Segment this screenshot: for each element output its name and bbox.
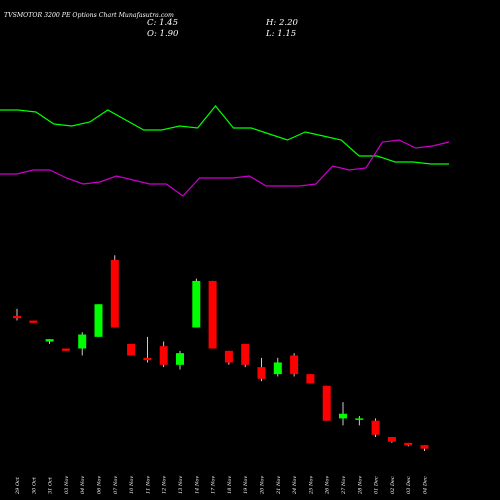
- x-tick-label: 04 Dec: [423, 476, 429, 494]
- candle: [94, 304, 103, 337]
- x-tick-label: 21 Nov: [276, 476, 282, 495]
- candle-body-down: [110, 259, 119, 328]
- candle: [371, 418, 380, 438]
- x-tick-label: 03 Nov: [64, 476, 70, 494]
- x-tick-label: 01 Dec: [374, 476, 380, 494]
- candle-body-up: [192, 280, 201, 328]
- candle-body-down: [127, 343, 136, 356]
- x-tick-label: 12 Nov: [162, 476, 168, 494]
- candle: [61, 348, 70, 351]
- candle-body-up: [176, 353, 184, 365]
- x-tick-label: 27 Nov: [341, 476, 347, 495]
- x-tick-label: 30 Oct: [31, 476, 37, 494]
- candle: [273, 357, 282, 377]
- x-tick-label: 06 Nov: [97, 476, 103, 494]
- x-tick-label: 29 Oct: [15, 476, 21, 495]
- x-tick-label: 25 Nov: [308, 476, 314, 495]
- x-tick-label: 07 Nov: [113, 476, 119, 494]
- candle-body-up: [355, 418, 364, 420]
- x-tick-label: 19 Nov: [243, 476, 249, 494]
- x-tick-label: 18 Nov: [227, 476, 233, 494]
- candle: [127, 343, 136, 356]
- candle: [13, 308, 21, 321]
- candle-body-down: [61, 348, 70, 351]
- candle-body-up: [78, 334, 87, 349]
- x-tick-label: 04 Nov: [80, 476, 86, 494]
- candle-body-down: [404, 442, 413, 446]
- candle: [306, 374, 315, 384]
- candle: [322, 385, 331, 421]
- x-tick-label: 13 Nov: [178, 476, 184, 494]
- open-value: O: 1.90: [147, 29, 179, 39]
- x-tick-label: 20 Nov: [260, 476, 266, 495]
- candle: [387, 437, 396, 443]
- candle-body-up: [45, 339, 54, 342]
- candle: [290, 353, 299, 377]
- candle: [110, 255, 119, 328]
- candle: [339, 402, 347, 426]
- overlay-line-green: [0, 105, 449, 165]
- candle: [143, 336, 152, 363]
- chart-title: TVSMOTOR 3200 PE Options Chart Munafasut…: [4, 12, 174, 19]
- close-value: C: 1.45: [147, 18, 178, 28]
- x-tick-label: 28 Nov: [357, 476, 363, 495]
- x-tick-label: 11 Nov: [145, 476, 151, 494]
- candle: [241, 343, 250, 368]
- candle: [159, 341, 168, 368]
- x-tick-label: 26 Nov: [325, 476, 331, 495]
- candle: [78, 332, 87, 356]
- x-tick-label: 31 Oct: [48, 476, 54, 494]
- overlay-line-magenta: [0, 139, 450, 197]
- x-tick-label: 17 Nov: [211, 476, 217, 494]
- x-tick-label: 24 Nov: [292, 476, 298, 495]
- candle-body-down: [290, 355, 299, 375]
- candle: [355, 416, 364, 426]
- candle-body-down: [420, 445, 429, 449]
- candle: [420, 445, 429, 452]
- x-axis-ticks: 29 Oct 30 Oct 31 Oct 03 Nov 04 Nov 06 Nov 07 N…: [15, 476, 429, 495]
- candle: [404, 442, 413, 447]
- candle-body-down: [371, 420, 380, 435]
- candle-body-down: [224, 350, 233, 363]
- x-tick-label: 10 Nov: [129, 476, 135, 494]
- candle: [192, 278, 201, 328]
- candle: [224, 350, 233, 365]
- candle: [45, 339, 54, 344]
- candle-body-down: [159, 346, 168, 365]
- candle-body-down: [208, 280, 217, 349]
- overlay-lines: [0, 105, 450, 197]
- low-value: L: 1.15: [265, 29, 296, 39]
- x-tick-label: 14 Nov: [194, 476, 200, 494]
- candle: [257, 357, 266, 382]
- candle-body-up: [94, 304, 103, 337]
- candle-body-down: [306, 374, 315, 384]
- high-value: H: 2.20: [265, 18, 298, 28]
- candle-body-down: [257, 367, 266, 379]
- candle-body-down: [241, 343, 250, 365]
- x-tick-label: 02 Dec: [390, 476, 396, 494]
- candle-body-down: [143, 357, 152, 361]
- candle: [29, 320, 38, 323]
- candle-body-down: [13, 315, 21, 319]
- candle-body-down: [29, 320, 38, 323]
- candle: [208, 280, 217, 349]
- candle-body-down: [387, 437, 396, 442]
- candle-body-up: [273, 362, 282, 375]
- candle-body-down: [322, 385, 331, 421]
- candle: [176, 350, 184, 370]
- x-tick-label: 03 Dec: [406, 476, 412, 494]
- candles: [13, 255, 429, 452]
- candle-body-up: [339, 413, 347, 419]
